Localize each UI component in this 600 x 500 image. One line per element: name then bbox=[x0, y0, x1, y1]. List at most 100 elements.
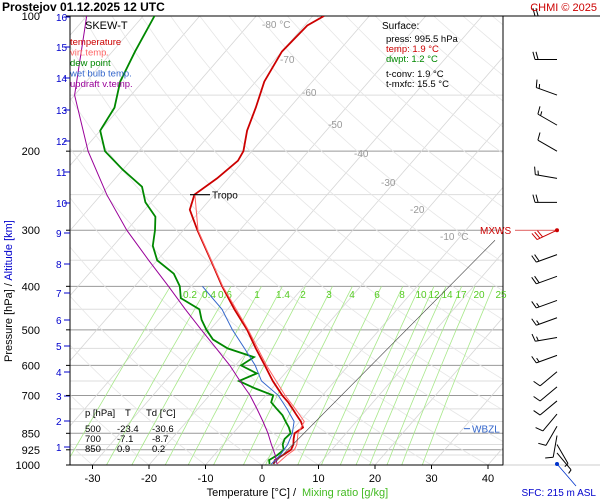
profile-layer bbox=[74, 16, 496, 465]
mixing-ratio-line bbox=[321, 286, 404, 465]
profile-updraft-v-temp- bbox=[74, 16, 278, 465]
pressure-tick-label: 500 bbox=[22, 325, 40, 337]
isotherm-line bbox=[374, 316, 503, 465]
isotherm-line bbox=[205, 121, 503, 465]
wind-barb bbox=[535, 79, 558, 96]
mxws-label: MXWS bbox=[480, 226, 511, 237]
mixing-ratio-line bbox=[243, 286, 333, 465]
pressure-tick-label: 850 bbox=[22, 428, 40, 440]
wind-barb bbox=[537, 132, 558, 152]
altitude-tick-label: 15 bbox=[56, 43, 68, 54]
mixing-ratio-line bbox=[339, 286, 421, 465]
table-cell: -7.1 bbox=[117, 434, 133, 445]
table-cell: 0.2 bbox=[152, 444, 165, 455]
wind-barb bbox=[532, 194, 557, 203]
pressure-tick-label: 200 bbox=[22, 146, 40, 158]
mixing-ratio-line bbox=[421, 286, 494, 465]
mixing-ratio-line bbox=[70, 286, 171, 458]
mixing-ratio-label: 4 bbox=[349, 290, 355, 301]
isotherm-line bbox=[148, 56, 503, 465]
altitude-tick-label: 1 bbox=[56, 443, 62, 454]
wind-barb-panel bbox=[503, 8, 600, 474]
mixing-ratio-label: 6 bbox=[374, 290, 380, 301]
plot-frame bbox=[69, 15, 504, 466]
legend-heading: SKEW-T bbox=[85, 20, 128, 32]
table-header: p [hPa] bbox=[85, 408, 115, 419]
wind-barb bbox=[531, 299, 558, 309]
mixing-ratio-line bbox=[355, 286, 435, 465]
pressure-tick-label: 400 bbox=[22, 281, 40, 293]
x-tick-label: 30 bbox=[425, 473, 437, 485]
table-cell: -23.4 bbox=[117, 424, 139, 435]
isotherm-line bbox=[431, 382, 503, 465]
mixing-ratio-line bbox=[401, 286, 476, 465]
profile-virt-temp- bbox=[194, 194, 305, 465]
isotherm-line bbox=[70, 16, 427, 427]
dry-adiabat bbox=[257, 16, 503, 235]
x-axis-label: Temperature [°C] / bbox=[207, 487, 297, 499]
wind-barb bbox=[532, 8, 557, 17]
isotherm-label: -50 bbox=[328, 120, 343, 131]
mixing-ratio-label: 1 bbox=[254, 290, 260, 301]
surface-value: t-mxfc: 15.5 °C bbox=[386, 79, 449, 90]
table-cell: 0.9 bbox=[117, 444, 130, 455]
dry-adiabat bbox=[70, 295, 263, 465]
wind-barb bbox=[556, 452, 572, 474]
surface-heading: Surface: bbox=[382, 21, 419, 32]
wind-barb bbox=[532, 51, 557, 61]
wind-barb bbox=[531, 317, 558, 326]
dry-adiabat bbox=[170, 16, 503, 321]
altitude-tick-label: 7 bbox=[56, 289, 62, 300]
mxws-dot bbox=[555, 228, 559, 233]
dry-adiabat bbox=[491, 16, 503, 26]
surface-value: press: 995.5 hPa bbox=[386, 34, 459, 45]
mixing-ratio-label: 17 bbox=[455, 290, 467, 301]
tropo-label: Tropo bbox=[212, 191, 238, 202]
pressure-tick-label: 100 bbox=[22, 11, 40, 23]
legend-item: dew point bbox=[70, 58, 111, 69]
wind-barb bbox=[545, 435, 558, 459]
altitude-tick-label: 9 bbox=[56, 229, 62, 240]
mixing-ratio-label: 0.2 bbox=[183, 290, 197, 301]
mixing-ratio-line bbox=[131, 286, 232, 465]
table-cell: 700 bbox=[85, 434, 101, 445]
wind-barb bbox=[533, 400, 558, 416]
dry-adiabat bbox=[82, 16, 503, 411]
table-cell: 850 bbox=[85, 444, 101, 455]
profile-temperature bbox=[188, 16, 325, 465]
legend-item: wet bulb temp. bbox=[69, 69, 132, 80]
dry-adiabat bbox=[287, 16, 503, 208]
isotherm-label: -20 bbox=[410, 205, 425, 216]
table-cell: 500 bbox=[85, 424, 101, 435]
table-cell: -30.6 bbox=[152, 424, 174, 435]
pressure-tick-label: 700 bbox=[22, 390, 40, 402]
mixing-ratio-label: 0.4 bbox=[202, 290, 216, 301]
wind-barb bbox=[534, 166, 558, 179]
isotherm-line bbox=[70, 16, 201, 167]
mixing-ratio-line bbox=[265, 286, 353, 465]
isotherm-line bbox=[70, 16, 144, 101]
wind-barb bbox=[531, 333, 558, 342]
wbzl-label: WBZL bbox=[472, 425, 500, 436]
mixing-ratio-label: 10 bbox=[415, 290, 427, 301]
mixing-ratio-line bbox=[386, 286, 463, 465]
mixing-ratio-label: 12 bbox=[428, 290, 440, 301]
altitude-tick-label: 5 bbox=[56, 342, 62, 353]
pressure-tick-label: 300 bbox=[22, 225, 40, 237]
profile-wet-bulb-temp- bbox=[202, 285, 295, 465]
mixing-ratio-label: 1.4 bbox=[276, 290, 290, 301]
dry-adiabat bbox=[228, 16, 503, 263]
isotherm-line bbox=[261, 186, 503, 465]
legend-item: virt.temp. bbox=[70, 48, 109, 59]
wind-barb bbox=[531, 254, 558, 263]
wind-barb bbox=[531, 229, 558, 240]
pressure-tick-label: 600 bbox=[22, 360, 40, 372]
legend-item: temperature bbox=[70, 37, 121, 48]
mixing-ratio-line bbox=[213, 286, 306, 465]
table-header: T bbox=[125, 408, 131, 419]
dry-adiabat bbox=[140, 16, 503, 350]
altitude-tick-label: 16 bbox=[56, 13, 68, 24]
page-title: Prostejov 01.12.2025 12 UTC bbox=[2, 0, 165, 14]
legend-item: updraft v.temp. bbox=[70, 79, 133, 90]
